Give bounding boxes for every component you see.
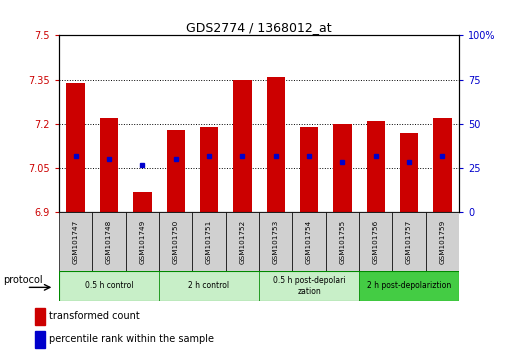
Text: transformed count: transformed count — [49, 312, 140, 321]
Text: GSM101747: GSM101747 — [73, 219, 78, 264]
Bar — [167, 130, 185, 212]
Bar — [259, 212, 292, 271]
Bar — [126, 212, 159, 271]
Bar — [333, 124, 351, 212]
Text: GSM101750: GSM101750 — [173, 219, 179, 264]
Bar — [300, 127, 318, 212]
Text: GSM101755: GSM101755 — [340, 219, 345, 264]
Bar — [367, 121, 385, 212]
Bar — [259, 271, 359, 301]
Text: GSM101759: GSM101759 — [440, 219, 445, 264]
Text: GSM101749: GSM101749 — [140, 219, 145, 264]
Bar — [59, 212, 92, 271]
Bar — [159, 212, 192, 271]
Text: 2 h control: 2 h control — [188, 281, 230, 290]
Title: GDS2774 / 1368012_at: GDS2774 / 1368012_at — [186, 21, 332, 34]
Bar — [92, 212, 126, 271]
Bar — [133, 192, 151, 212]
Bar — [359, 271, 459, 301]
Text: GSM101751: GSM101751 — [206, 219, 212, 264]
Text: GSM101754: GSM101754 — [306, 219, 312, 264]
Bar — [433, 118, 451, 212]
Text: GSM101753: GSM101753 — [273, 219, 279, 264]
Bar — [226, 212, 259, 271]
Bar — [292, 212, 326, 271]
Text: protocol: protocol — [3, 275, 43, 285]
Bar — [267, 77, 285, 212]
Bar — [326, 212, 359, 271]
Bar — [159, 271, 259, 301]
Bar — [426, 212, 459, 271]
Bar — [400, 133, 418, 212]
Text: 0.5 h control: 0.5 h control — [85, 281, 133, 290]
Bar — [233, 80, 251, 212]
Bar — [35, 331, 45, 348]
Bar — [67, 82, 85, 212]
Text: GSM101757: GSM101757 — [406, 219, 412, 264]
Text: GSM101748: GSM101748 — [106, 219, 112, 264]
Bar — [200, 127, 218, 212]
Bar — [59, 271, 159, 301]
Bar — [100, 118, 118, 212]
Bar — [192, 212, 226, 271]
Bar — [392, 212, 426, 271]
Text: 2 h post-depolariztion: 2 h post-depolariztion — [367, 281, 451, 290]
Text: GSM101752: GSM101752 — [240, 219, 245, 264]
Text: GSM101756: GSM101756 — [373, 219, 379, 264]
Text: 0.5 h post-depolari
zation: 0.5 h post-depolari zation — [273, 276, 345, 296]
Bar — [359, 212, 392, 271]
Bar — [35, 308, 45, 325]
Text: percentile rank within the sample: percentile rank within the sample — [49, 335, 214, 344]
